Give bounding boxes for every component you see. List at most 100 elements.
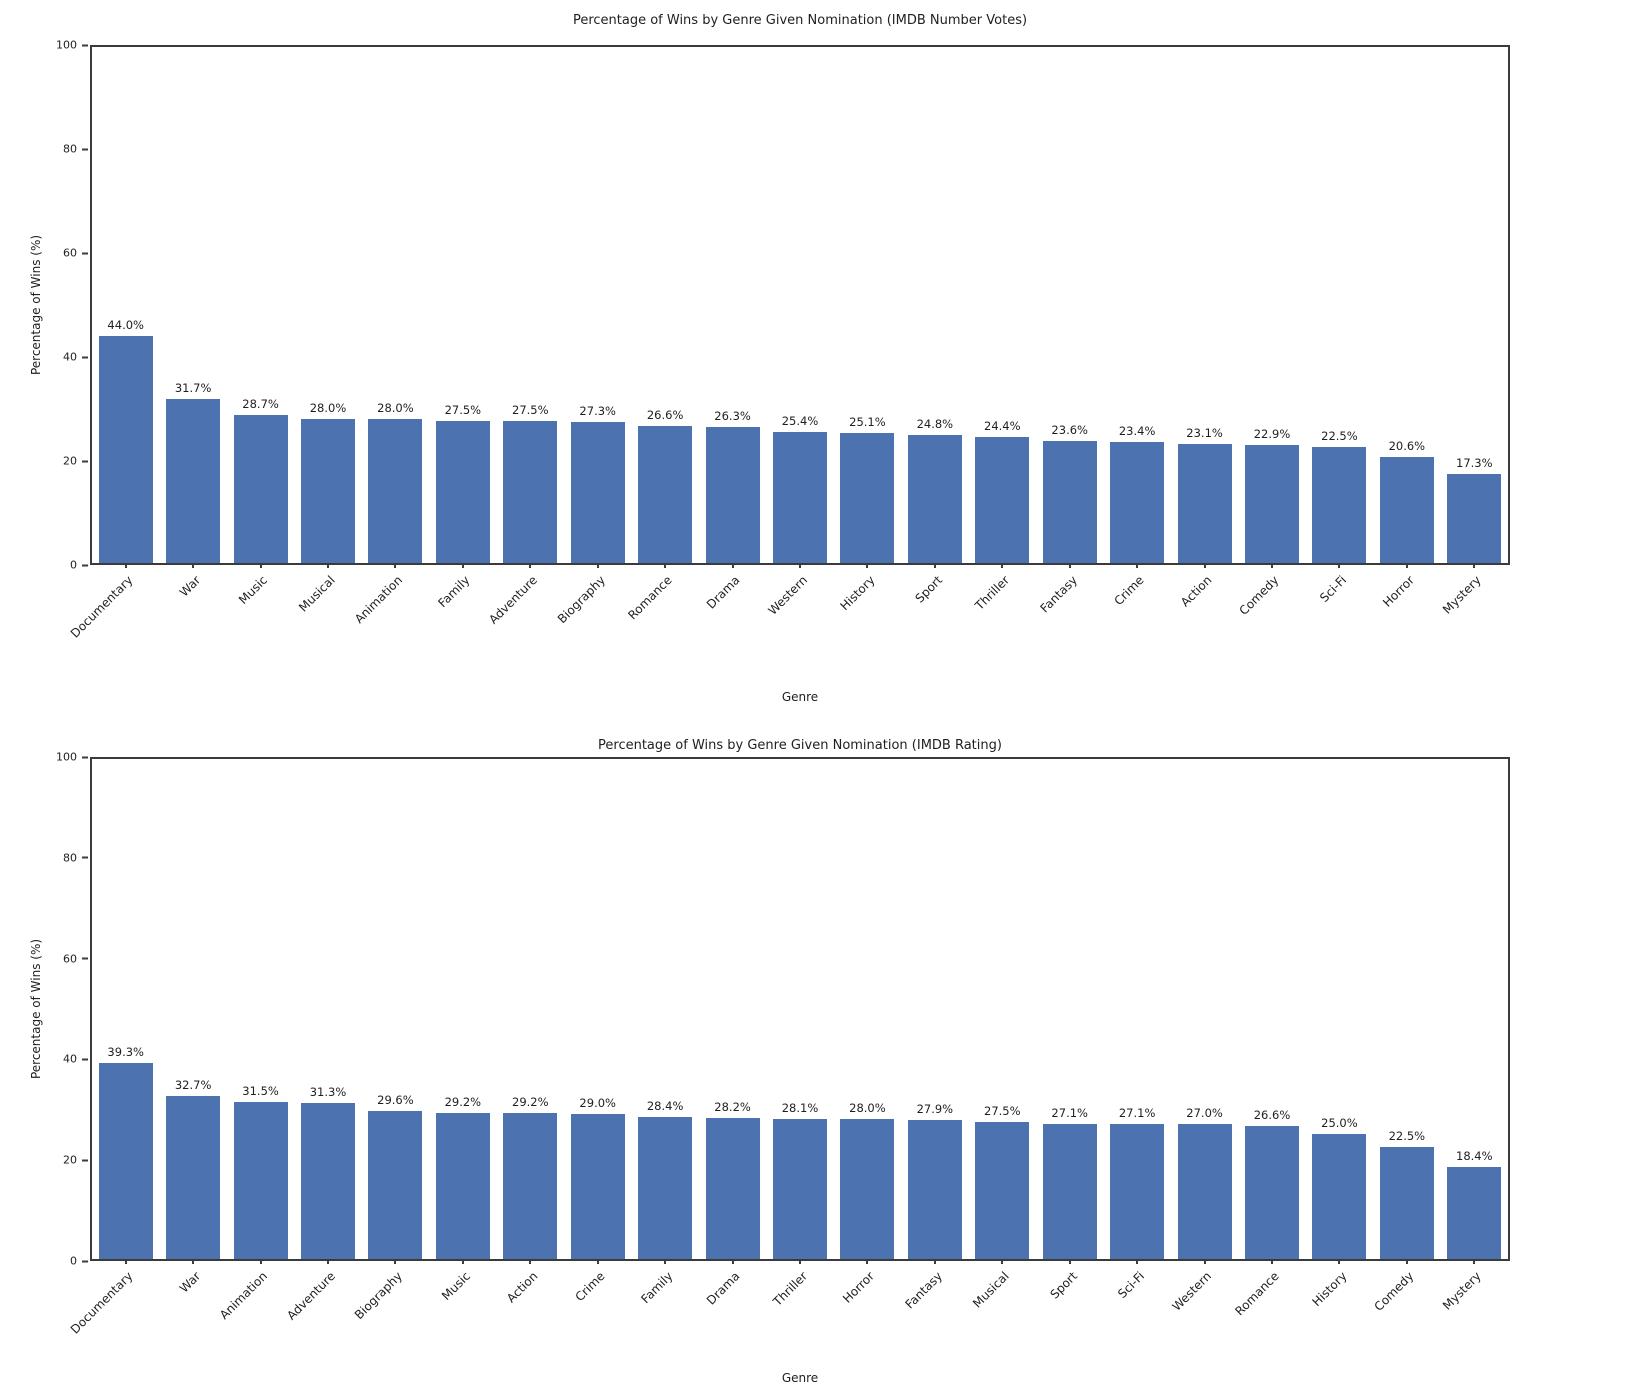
bar-value-label: 27.3% [579,404,616,419]
bar-crime [1110,442,1165,563]
x-tick-label: Thriller [972,573,1013,613]
bar-value-label: 28.0% [309,400,347,415]
bar-value-label: 22.9% [1253,426,1291,441]
bar-value-label: 28.0% [377,400,414,415]
x-tick-label: Adventure [284,1269,338,1323]
x-tick-mark [1271,1259,1273,1264]
bar-mystery [1447,1167,1502,1259]
x-tick-mark [1068,563,1071,568]
y-tick-mark [82,44,88,46]
x-tick-label: Biography [554,573,608,627]
bar-value-label: 27.9% [916,1101,954,1116]
x-axis-ticks: Documentary War Animation Adventure Biograph… [68,1259,1508,1379]
x-tick-label: Sci-Fi [1317,573,1350,605]
bar-value-label: 29.2% [512,1095,549,1109]
chart-imdb-number-votes: Percentage of Wins by Genre Given Nomina… [29,13,1510,704]
x-tick-mark [259,1259,262,1264]
bar-value-label: 28.7% [242,396,279,411]
plot-area: 39.3% 32.7% 31.5% 31.3% 29.6% 29.2% 29.2% 29.0%… [68,757,1510,1337]
bar-value-label: 22.5% [1388,1128,1426,1143]
x-tick-mark [1405,1259,1408,1264]
y-tick: 60 [63,247,88,260]
bar-value-label: 17.3% [1456,455,1493,470]
x-tick-mark [866,1259,869,1264]
bar-thriller [975,437,1030,563]
x-tick-label: Crime [1111,573,1148,609]
y-tick-label: 60 [63,246,77,260]
chart-title: Percentage of Wins by Genre Given Nomina… [598,738,1002,753]
bar-horror [1379,456,1434,563]
bar-history [840,433,895,563]
bar-value-label: 27.5% [984,1103,1021,1118]
x-tick-label: Thriller [770,1269,810,1309]
bar-romance [638,425,693,563]
bars-layer: 44.0% 31.7% 28.7% 28.0% 28.0% 27.5% 27.5% 27.3%… [92,47,1508,563]
y-tick-label: 20 [63,1153,77,1167]
x-tick-label: History [1309,1269,1350,1310]
chart-imdb-rating: Percentage of Wins by Genre Given Nomina… [0,699,1626,1398]
y-tick-label: 60 [63,952,77,966]
bar-value-label: 31.5% [242,1083,279,1098]
bar-music [435,1113,490,1259]
bar-sport [1042,1123,1097,1259]
bar-value-label: 39.3% [107,1044,144,1059]
x-tick-label: War [176,573,204,600]
x-tick-mark [933,563,936,568]
x-tick-label: Horror [840,1269,878,1306]
bar-value-label: 26.3% [714,409,751,424]
bar-value-label: 28.4% [646,1099,684,1113]
x-tick-mark [1271,563,1273,568]
bar-value-label: 25.0% [1321,1116,1358,1130]
x-tick-label: Western [765,573,810,618]
x-tick-mark [1136,1259,1139,1264]
x-tick-mark [529,1259,532,1264]
x-tick-label: Animation [352,573,406,627]
x-tick-label: Drama [703,573,743,612]
y-tick-mark [82,356,88,358]
bar-thriller [773,1118,827,1259]
y-tick-mark [82,957,88,960]
x-tick-label: Sport [1046,1269,1080,1302]
x-tick-mark [933,1259,936,1264]
x-tick-label: Mystery [1440,573,1485,617]
bar-adventure [301,1102,355,1259]
x-tick-mark [1405,563,1408,568]
x-tick-label: Adventure [486,573,541,627]
bar-fantasy [907,1119,962,1259]
x-tick-mark [124,1259,127,1264]
x-tick-label: Sport [912,573,945,606]
x-tick-label: Action [1177,573,1215,610]
x-tick-label: Fantasy [1037,573,1080,616]
y-tick-mark [82,252,88,254]
y-tick-label: 100 [56,38,77,52]
bar-value-label: 18.4% [1456,1149,1493,1163]
bar-value-label: 29.0% [579,1096,616,1110]
x-tick-mark [1068,1259,1071,1264]
bar-sci-fi [1110,1123,1165,1259]
x-tick-label: Documentary [68,1269,136,1337]
x-tick-label: Fantasy [902,1269,945,1312]
bar-family [435,421,490,563]
bar-animation [368,418,423,563]
bar-action [503,1113,558,1259]
x-tick-label: Sci-Fi [1115,1269,1148,1301]
x-tick-label: Biography [352,1269,406,1323]
bar-value-label: 44.0% [107,317,144,332]
x-tick-mark [731,1259,734,1264]
x-tick-mark [866,563,869,568]
x-tick-mark [596,1259,599,1264]
x-tick-mark [1136,563,1139,568]
bar-value-label: 27.1% [1118,1105,1156,1120]
x-tick-mark [124,563,127,568]
bar-mystery [1447,473,1502,563]
bar-music [233,414,288,563]
x-tick-mark [461,563,464,568]
x-axis-label: Genre [781,690,819,704]
bar-drama [705,427,760,563]
bar-drama [705,1118,760,1259]
x-tick-label: History [837,573,878,614]
y-tick-label: 80 [63,142,77,156]
y-tick-mark [82,564,88,566]
x-tick-mark [1001,1259,1004,1264]
x-tick-label: Music [438,1269,473,1304]
